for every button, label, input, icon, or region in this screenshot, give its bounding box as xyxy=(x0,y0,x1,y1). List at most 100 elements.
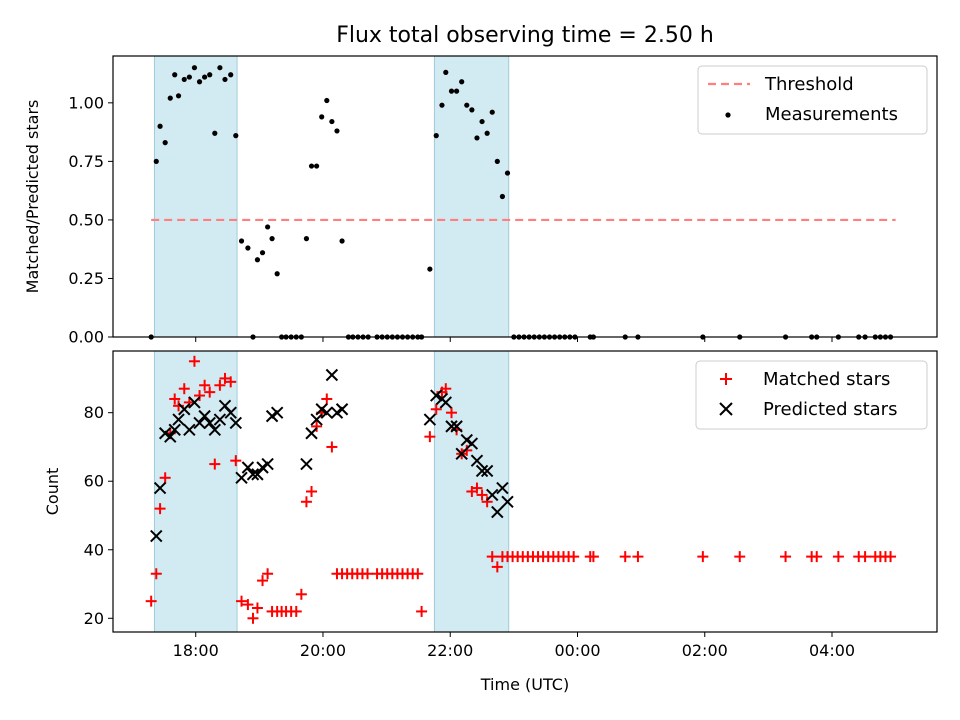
predicted-star-stroke-b xyxy=(270,406,284,419)
matched-star-point-58 xyxy=(446,407,458,419)
matched-star-point-22 xyxy=(257,575,269,587)
measurement-point-65 xyxy=(484,130,490,136)
predicted-star-stroke-b xyxy=(315,403,328,416)
measurement-point-56 xyxy=(439,102,445,108)
bottom-xtick-label-3: 00:00 xyxy=(554,641,600,660)
predicted-star-stroke-b xyxy=(470,454,484,467)
matched-star-point-55 xyxy=(430,403,442,415)
matched-star-point-52 xyxy=(412,568,424,580)
predicted-star-point-25 xyxy=(300,457,313,471)
measurement-point-31 xyxy=(303,236,310,242)
predicted-star-stroke-b xyxy=(164,430,177,443)
legend-matched-swatch xyxy=(720,373,732,385)
matched-star-point-32 xyxy=(306,486,318,497)
predicted-star-point-8 xyxy=(188,396,201,409)
matched-star-point-64 xyxy=(476,489,488,501)
predicted-star-stroke-b xyxy=(203,416,216,430)
matched-star-point-67 xyxy=(491,561,503,573)
predicted-star-stroke-b xyxy=(325,368,339,382)
matched-star-point-31 xyxy=(300,496,312,508)
measurement-point-58 xyxy=(448,88,455,94)
predicted-star-stroke-b xyxy=(158,427,172,440)
predicted-star-point-4 xyxy=(168,423,181,437)
measurement-point-13 xyxy=(212,130,218,136)
measurement-point-17 xyxy=(233,133,239,139)
matched-star-point-11 xyxy=(199,379,211,391)
predicted-star-stroke-b xyxy=(213,413,227,426)
measurement-point-21 xyxy=(254,257,261,263)
measurement-point-6 xyxy=(175,93,182,99)
measurement-point-7 xyxy=(181,76,187,83)
legend-predicted-swatch xyxy=(719,402,733,416)
predicted-star-stroke-b xyxy=(335,403,349,416)
measurement-point-57 xyxy=(443,69,449,75)
matched-star-point-57 xyxy=(440,383,452,395)
measurement-point-63 xyxy=(474,135,480,141)
predicted-star-point-12 xyxy=(208,423,222,437)
measurement-point-22 xyxy=(259,250,266,256)
matched-star-point-16 xyxy=(225,376,237,388)
predicted-star-stroke-b xyxy=(486,488,499,502)
measurement-point-61 xyxy=(464,102,470,108)
predicted-star-point-3 xyxy=(164,430,177,443)
predicted-star-stroke-b xyxy=(150,529,163,543)
measurement-point-11 xyxy=(202,74,208,80)
matched-star-point-14 xyxy=(214,379,226,391)
matched-star-point-5 xyxy=(169,393,181,405)
top-y-axis-label: Matched/Predicted stars xyxy=(23,100,42,294)
bottom-xtick-label-4: 02:00 xyxy=(682,641,728,660)
top-shaded-region-2 xyxy=(433,55,510,338)
measurement-point-68 xyxy=(499,193,506,200)
matched-star-point-2 xyxy=(154,503,166,515)
matched-star-point-8 xyxy=(183,396,195,408)
predicted-star-point-18 xyxy=(241,461,255,474)
bottom-xtick-label-5: 04:00 xyxy=(809,641,855,660)
predicted-star-point-32 xyxy=(335,403,349,416)
bottom-ytick-label-0: 20 xyxy=(84,609,104,628)
predicted-star-stroke-b xyxy=(188,396,201,409)
predicted-star-stroke-b xyxy=(455,447,468,461)
measurement-point-38 xyxy=(339,238,345,244)
matched-star-point-86 xyxy=(632,551,644,563)
chart-title: Flux total observing time = 2.50 h xyxy=(336,23,714,48)
predicted-star-point-13 xyxy=(213,413,227,426)
top-ytick-label-2: 0.50 xyxy=(68,210,104,229)
matched-star-point-33 xyxy=(311,420,323,432)
predicted-star-point-45 xyxy=(486,488,499,502)
predicted-star-point-42 xyxy=(470,454,484,467)
predicted-star-point-7 xyxy=(183,423,196,437)
measurement-point-37 xyxy=(334,128,340,134)
matched-star-point-63 xyxy=(471,482,483,494)
top-legend: Threshold Measurements xyxy=(697,65,928,135)
measurement-point-19 xyxy=(245,245,251,251)
matched-star-point-35 xyxy=(321,393,333,405)
predicted-star-point-15 xyxy=(224,406,237,419)
matched-star-point-53 xyxy=(416,605,428,617)
top-ytick-label-1: 0.25 xyxy=(68,269,104,288)
matched-star-point-82 xyxy=(568,551,580,563)
top-ytick-label-4: 1.00 xyxy=(68,93,104,112)
predicted-star-stroke-b xyxy=(439,396,452,409)
measurement-point-54 xyxy=(427,266,433,272)
matched-star-point-88 xyxy=(734,551,746,563)
predicted-star-stroke-b xyxy=(450,420,463,433)
predicted-star-stroke-b xyxy=(496,481,509,495)
measurement-point-36 xyxy=(329,118,335,125)
matched-star-point-12 xyxy=(204,386,216,398)
predicted-star-point-26 xyxy=(305,427,318,440)
bottom-x-ticks: 18:00 20:00 22:00 00:00 02:00 04:00 xyxy=(173,632,855,660)
legend-measurements-swatch xyxy=(725,112,731,118)
measurement-point-8 xyxy=(186,74,192,80)
measurement-point-32 xyxy=(308,163,315,169)
predicted-star-point-5 xyxy=(172,413,185,426)
predicted-star-stroke-b xyxy=(501,495,514,508)
measurement-point-55 xyxy=(433,133,439,139)
predicted-star-point-46 xyxy=(491,505,504,519)
predicted-star-stroke-b xyxy=(460,433,473,447)
predicted-star-stroke-b xyxy=(218,399,232,413)
matched-star-point-13 xyxy=(209,458,221,470)
measurement-point-9 xyxy=(191,65,198,71)
predicted-star-point-27 xyxy=(310,413,323,426)
bottom-y-ticks: 20 40 60 80 xyxy=(84,403,113,628)
predicted-star-stroke-b xyxy=(251,468,264,481)
